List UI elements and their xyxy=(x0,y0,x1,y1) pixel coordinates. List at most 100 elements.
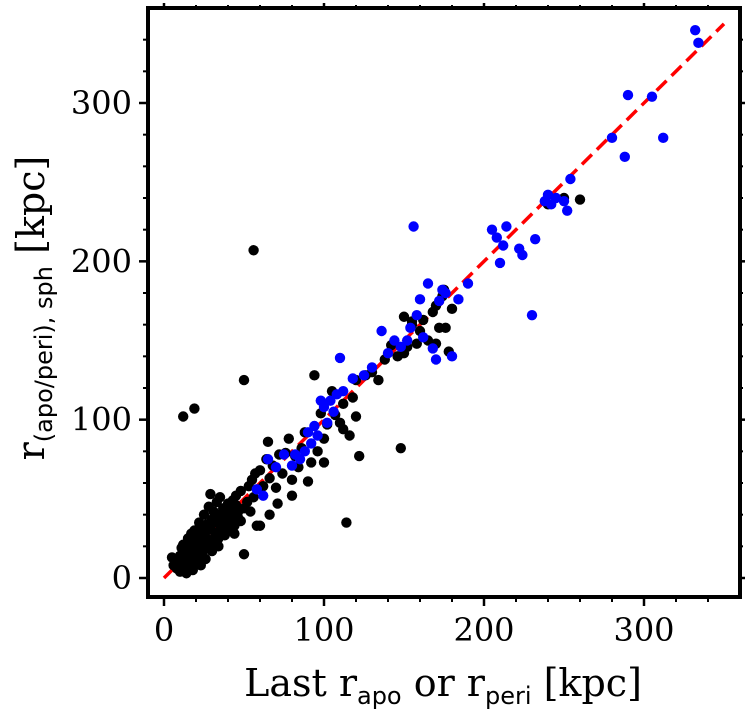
data-point-black xyxy=(350,411,362,422)
x-axis-label-mid: or r xyxy=(402,661,486,705)
data-point-black xyxy=(338,398,349,410)
data-point-blue xyxy=(411,309,422,321)
data-point-black xyxy=(264,509,275,520)
data-point-blue xyxy=(462,278,474,289)
data-point-blue xyxy=(434,295,445,307)
data-point-blue xyxy=(309,420,320,432)
data-point-black xyxy=(214,492,226,503)
data-point-blue xyxy=(338,385,349,397)
data-point-blue xyxy=(498,240,509,251)
data-point-black xyxy=(312,446,323,457)
data-point-blue xyxy=(526,309,538,321)
data-point-black xyxy=(205,488,216,500)
data-point-blue xyxy=(622,89,634,101)
data-point-black xyxy=(347,392,358,403)
data-point-blue xyxy=(486,224,498,235)
x-axis-label: Last rapo or rperi [kpc] xyxy=(244,661,642,710)
data-point-blue xyxy=(427,343,438,354)
data-point-blue xyxy=(328,406,339,417)
data-point-blue xyxy=(418,332,429,343)
data-point-black xyxy=(235,485,246,497)
data-point-black xyxy=(398,311,410,322)
data-point-black xyxy=(254,520,266,531)
data-point-blue xyxy=(334,352,346,364)
data-point-blue xyxy=(491,232,502,243)
data-point-blue xyxy=(414,294,426,305)
x-tick-label: 100 xyxy=(293,611,354,649)
data-point-blue xyxy=(646,91,658,102)
data-point-blue xyxy=(382,347,394,359)
y-axis-label-tail: [kpc] xyxy=(9,156,53,266)
data-point-blue xyxy=(690,24,701,36)
x-axis-label-sub-peri: peri xyxy=(485,682,532,710)
x-axis-label-tail: [kpc] xyxy=(532,661,642,705)
data-point-blue xyxy=(286,460,298,471)
data-point-black xyxy=(306,457,317,468)
data-point-blue xyxy=(558,195,570,207)
data-point-black xyxy=(262,436,274,448)
data-point-blue xyxy=(494,257,506,269)
data-point-black xyxy=(411,338,422,349)
x-axis-label-main: Last r xyxy=(244,661,358,705)
y-tick-label: 300 xyxy=(71,84,132,122)
data-point-blue xyxy=(562,205,573,216)
data-point-blue xyxy=(395,341,406,353)
data-point-black xyxy=(286,474,298,486)
data-point-black xyxy=(302,476,314,487)
data-point-blue xyxy=(405,322,416,334)
y-tick-label: 100 xyxy=(71,401,132,439)
x-tick-label: 0 xyxy=(154,611,174,649)
data-point-black xyxy=(344,430,355,441)
data-point-black xyxy=(200,553,211,565)
data-point-blue xyxy=(258,490,269,501)
data-point-black xyxy=(440,322,451,334)
data-point-black xyxy=(189,403,200,414)
data-point-blue xyxy=(358,370,370,381)
data-point-black xyxy=(235,515,246,527)
y-axis-label-sub: (apo/peri), sph xyxy=(30,266,58,442)
x-tick-label: 200 xyxy=(453,611,514,649)
data-point-blue xyxy=(376,325,387,337)
data-point-blue xyxy=(251,484,262,495)
data-point-blue xyxy=(262,454,274,465)
data-point-blue xyxy=(366,362,378,373)
data-point-blue xyxy=(517,249,528,261)
y-tick-label: 0 xyxy=(112,559,132,597)
data-point-black xyxy=(229,528,240,539)
data-point-black xyxy=(373,374,384,386)
data-point-blue xyxy=(606,132,618,144)
data-point-blue xyxy=(542,189,554,201)
data-point-blue xyxy=(278,449,290,460)
data-point-black xyxy=(238,374,250,386)
data-point-blue xyxy=(422,278,434,289)
data-point-blue xyxy=(402,335,413,346)
data-point-black xyxy=(283,433,294,444)
data-point-blue xyxy=(501,221,512,232)
data-point-blue xyxy=(453,294,464,305)
data-point-blue xyxy=(619,151,630,163)
data-point-blue xyxy=(347,373,358,384)
data-point-black xyxy=(272,498,283,509)
y-axis-label-main: r xyxy=(9,441,53,460)
data-point-black xyxy=(213,541,224,552)
data-point-black xyxy=(309,370,320,381)
data-point-blue xyxy=(389,335,400,346)
data-point-blue xyxy=(306,438,317,449)
x-axis-label-sub-apo: apo xyxy=(357,682,402,710)
data-point-blue xyxy=(325,395,336,406)
tick-labels-layer: 0 100 200 300 0 100 200 300 xyxy=(71,84,675,649)
data-point-black xyxy=(254,465,266,476)
data-point-black xyxy=(248,245,259,256)
data-point-black xyxy=(286,490,298,501)
data-point-black xyxy=(238,549,250,560)
data-point-blue xyxy=(312,430,323,441)
data-point-black xyxy=(341,517,352,528)
y-tick-label: 200 xyxy=(71,242,132,280)
points-layer xyxy=(166,24,704,579)
data-point-blue xyxy=(408,221,419,232)
data-point-blue xyxy=(446,351,458,362)
ticks-layer xyxy=(139,3,745,606)
data-point-black xyxy=(574,194,586,205)
data-point-blue xyxy=(318,401,330,413)
y-axis-label: r(apo/peri), sph [kpc] xyxy=(9,156,58,461)
